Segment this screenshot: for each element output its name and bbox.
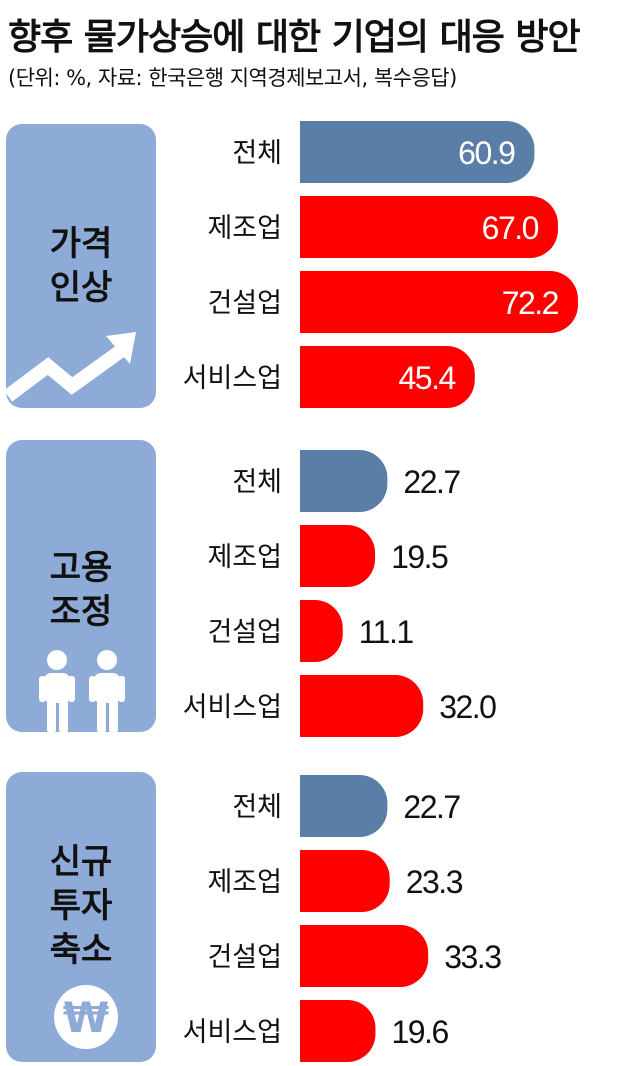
value-label-g0-3: 45.4 xyxy=(399,360,456,396)
chart-title: 향후 물가상승에 대한 기업의 대응 방안 xyxy=(8,17,581,58)
category-label-g2-3: 서비스업 xyxy=(183,1017,282,1048)
value-label-g0-1: 67.0 xyxy=(482,210,539,246)
value-label-g2-2: 33.3 xyxy=(444,939,501,975)
chart-subtitle: (단위: %, 자료: 한국은행 지역경제보고서, 복수응답) xyxy=(8,66,457,90)
panel-label-employment-adjustment: 고용 조정 xyxy=(49,548,113,632)
value-label-g0-0: 60.9 xyxy=(458,135,515,171)
bar-g0-1 xyxy=(300,196,558,258)
value-label-g1-1: 19.5 xyxy=(391,539,448,575)
category-label-g1-2: 건설업 xyxy=(207,617,282,648)
arrow-up-trend-icon xyxy=(6,332,136,402)
bar-g0-2 xyxy=(300,271,578,333)
value-label-g2-3: 19.6 xyxy=(391,1014,448,1050)
panel-investment-cut: 신규 투자 축소 ₩ xyxy=(6,772,156,1062)
category-label-g0-0: 전체 xyxy=(232,138,282,169)
bar-g1-2 xyxy=(300,600,343,662)
bar-g1-3 xyxy=(300,675,424,737)
panel-price-increase: 가격 인상 xyxy=(6,124,156,408)
panel-label-investment-cut: 신규 투자 축소 xyxy=(49,842,113,970)
bar-g1-0 xyxy=(300,450,388,512)
bar-g2-3 xyxy=(300,1000,376,1062)
category-label-g2-0: 전체 xyxy=(232,792,282,823)
bar-g2-1 xyxy=(300,850,390,912)
category-label-g0-1: 제조업 xyxy=(207,213,282,244)
won-symbol: ₩ xyxy=(63,993,109,1042)
bar-g2-0 xyxy=(300,775,388,837)
category-label-g1-3: 서비스업 xyxy=(183,692,282,723)
people-icon xyxy=(39,650,125,732)
category-label-g1-1: 제조업 xyxy=(207,542,282,573)
category-label-g0-3: 서비스업 xyxy=(183,363,282,394)
category-label-g1-0: 전체 xyxy=(232,467,282,498)
won-coin-icon: ₩ xyxy=(54,985,118,1049)
value-label-g1-0: 22.7 xyxy=(403,464,460,500)
bar-g1-1 xyxy=(300,525,376,587)
value-label-g1-3: 32.0 xyxy=(439,689,496,725)
value-label-g2-1: 23.3 xyxy=(406,864,463,900)
bar-g0-3 xyxy=(300,346,475,408)
panel-label-price-increase: 가격 인상 xyxy=(49,224,113,308)
value-label-g2-0: 22.7 xyxy=(403,789,460,825)
category-label-g2-1: 제조업 xyxy=(207,867,282,898)
value-label-g1-2: 11.1 xyxy=(359,614,414,650)
category-label-g2-2: 건설업 xyxy=(207,942,282,973)
bar-g2-2 xyxy=(300,925,429,987)
bar-g0-0 xyxy=(300,121,535,183)
panel-employment-adjustment: 고용 조정 xyxy=(6,440,156,732)
value-label-g0-2: 72.2 xyxy=(502,285,559,321)
category-label-g0-2: 건설업 xyxy=(207,288,282,319)
